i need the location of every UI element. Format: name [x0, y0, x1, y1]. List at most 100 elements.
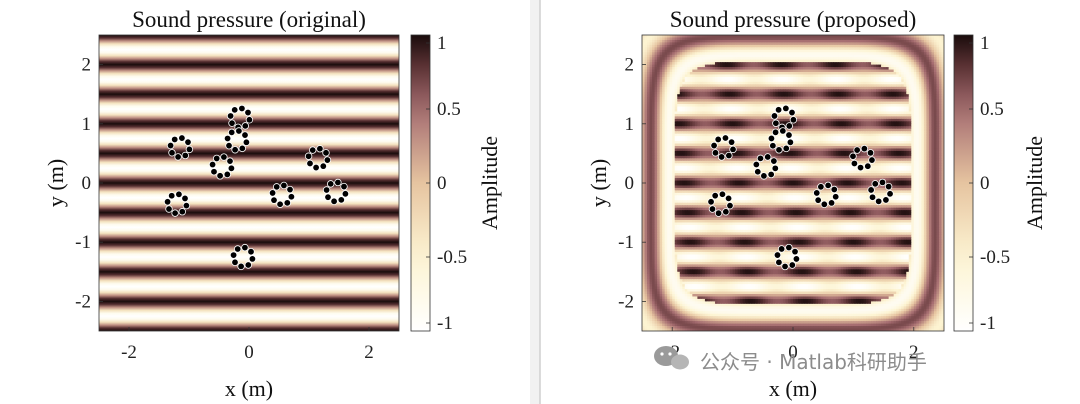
scatterer-ring	[867, 178, 894, 206]
scatterer-dot	[871, 180, 879, 188]
scatterer-dot	[754, 168, 762, 176]
scatterer-dot	[223, 170, 231, 179]
scatterer-dot	[227, 164, 236, 173]
scatterer-dot	[785, 131, 793, 139]
scatterer-dot	[882, 196, 890, 204]
scatterer-dot	[867, 186, 875, 194]
scatterer-dot	[771, 164, 779, 173]
scatterer-dot	[769, 142, 777, 150]
scatterer-dot	[268, 189, 277, 197]
colorbar-tick-label: 0	[980, 173, 990, 194]
scatterer-dot	[178, 134, 186, 142]
colorbar-label: Amplitude	[477, 136, 502, 230]
x-tick-label: 2	[364, 342, 374, 363]
scatterer-dot	[760, 172, 768, 180]
scatterer-dot	[181, 194, 189, 203]
scatterer-dot	[322, 186, 331, 194]
colorbar-tick-label: 1	[437, 33, 447, 54]
scatterer-ring	[322, 178, 350, 205]
scatterer-dot	[316, 145, 324, 153]
scatterer-dot	[772, 119, 780, 127]
x-axis-label: x (m)	[225, 376, 273, 401]
scatterer-dot	[827, 199, 836, 207]
scatterer-dot	[770, 157, 778, 165]
y-tick-label: 1	[82, 114, 92, 135]
scatterer-dot	[182, 201, 191, 210]
y-tick-label: 0	[625, 173, 635, 194]
y-tick-label: 0	[82, 173, 92, 194]
scatterer-dot	[230, 106, 239, 114]
scatterer-dot	[785, 243, 793, 252]
scatterer-ring	[208, 153, 236, 180]
scatterer-dot	[724, 194, 733, 203]
colorbar-tick-label: 1	[980, 33, 990, 54]
scatterer-dot	[226, 112, 235, 120]
scatterer-dot	[181, 151, 189, 160]
scatterer-dot	[175, 190, 183, 199]
scatterer-dot	[775, 146, 783, 154]
scatterer-ring	[707, 190, 734, 217]
scatterer-dot	[276, 200, 284, 208]
scatterer-dot	[831, 193, 840, 201]
scatterer-dot	[248, 255, 257, 263]
scatterer-dot	[767, 134, 776, 143]
scatterer-dot	[814, 196, 822, 204]
scatterer-dot	[788, 108, 796, 117]
y-tick-label: 1	[625, 114, 635, 135]
scatterer-dot	[306, 159, 314, 168]
scatterer-dot	[714, 135, 722, 144]
scatterer-dot	[273, 183, 281, 191]
scatterer-dot	[874, 197, 883, 206]
scatterer-dot	[884, 182, 893, 191]
y-tick-label: 2	[82, 55, 92, 76]
scatterer-dot	[771, 128, 780, 137]
y-axis-label: y (m)	[586, 159, 611, 207]
scatterer-dot	[727, 138, 736, 146]
scatterer-dot	[286, 185, 294, 194]
scatterer-dot	[340, 182, 348, 191]
scatterer-dot	[185, 145, 194, 154]
scatterer-dot	[225, 141, 233, 150]
scatterer-dot	[785, 122, 793, 130]
scatterer-dot	[226, 157, 234, 165]
scatterer-ring	[813, 181, 840, 209]
scatterer-dot	[781, 262, 789, 271]
scatterer-ring	[166, 134, 194, 161]
scatterer-dot	[178, 208, 186, 216]
scatterer-dot	[210, 168, 218, 176]
scatterer-ring	[229, 243, 257, 271]
scatterer-dot	[327, 180, 335, 188]
scatterer-dot	[238, 104, 246, 113]
scatterer-dot	[726, 201, 734, 210]
colorbar-tick-label: 0	[437, 173, 447, 194]
scatterer-dot	[813, 189, 821, 197]
scatterer-dot	[729, 145, 737, 154]
scatterer-dot	[711, 149, 720, 157]
scatterer-dot	[775, 258, 783, 267]
scatterer-dot	[322, 149, 330, 157]
scatterer-dot	[777, 245, 786, 253]
scatterer-dot	[227, 128, 236, 137]
scatterer-dot	[725, 151, 733, 160]
scatterer-dot	[171, 209, 179, 217]
scatterer-dot	[850, 159, 859, 168]
scatterer-dot	[247, 247, 255, 256]
chart-title: Sound pressure (proposed)	[670, 7, 917, 32]
scatterer-dot	[773, 251, 782, 259]
scatterer-dot	[711, 191, 719, 200]
scatterer-dot	[721, 134, 730, 142]
colorbar-tick-label: -1	[980, 313, 996, 334]
scatterer-dot	[791, 247, 799, 256]
scatterer-ring	[849, 144, 876, 172]
scatterer-dot	[324, 193, 332, 201]
scatterer-dot	[764, 153, 772, 161]
scatterer-dot	[786, 138, 795, 146]
scatterer-group	[163, 104, 350, 271]
scatterer-ring	[268, 181, 296, 208]
x-tick-label: 0	[244, 342, 254, 363]
scatterer-dot	[868, 156, 876, 164]
scatterer-dot	[323, 156, 332, 164]
scatterer-dot	[788, 261, 796, 269]
